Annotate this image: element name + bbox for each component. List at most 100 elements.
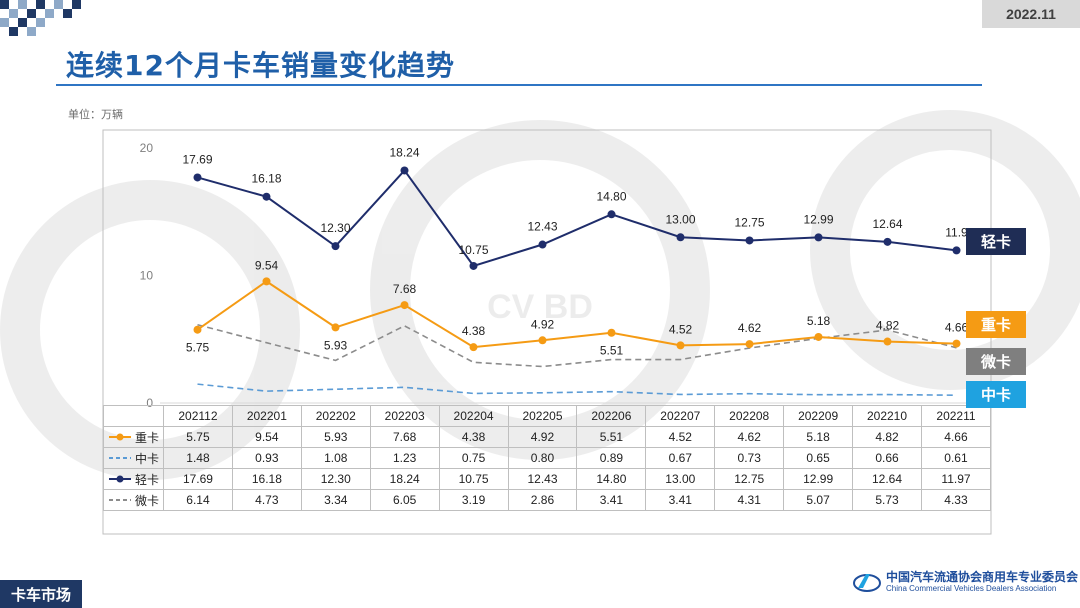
data-label-light: 12.99 [803,212,833,226]
data-label-heavy: 4.62 [738,321,762,335]
data-point-light [331,242,340,251]
data-point-light [676,233,685,242]
data-table: 202112 202201 202202 202203 202204 202205 2022… [103,405,992,511]
data-point-light [262,192,271,201]
table-cell: 0.73 [714,447,785,469]
data-label-light: 11.9 [945,225,968,239]
title-divider [56,84,982,86]
table-cell: 12.99 [783,468,854,490]
legend-line-icon [108,475,131,483]
table-cell: 2.86 [507,489,578,511]
table-cell: 5.93 [300,426,371,448]
y-tick-label: 20 [140,141,154,155]
org-name-en: China Commercial Vehicles Dealers Associ… [886,584,1057,593]
table-cell: 14.80 [576,468,647,490]
table-cell: 4.31 [714,489,785,511]
watermark-text: CV BD [487,288,593,326]
table-cell: 0.93 [231,447,302,469]
data-point-light [538,240,547,249]
data-label-heavy: 5.75 [186,341,210,355]
table-cell: 4.33 [920,489,992,511]
y-tick-label: 0 [146,396,153,410]
table-cell: 4.66 [920,426,992,448]
table-cell: 1.48 [163,447,233,469]
table-cell: 17.69 [163,468,233,490]
table-cell: 4.73 [231,489,302,511]
y-tick-label: 10 [140,269,154,283]
table-cell: 5.51 [576,426,647,448]
series-line-light [197,168,957,268]
section-label: 卡车市场 [0,580,82,608]
data-point-heavy [193,325,202,334]
data-label-light: 18.24 [389,145,419,159]
data-label-light: 17.69 [182,152,212,166]
data-label-light: 12.43 [527,220,557,234]
page-title: 连续12个月卡车销量变化趋势 [66,49,455,82]
legend-line-icon [108,499,131,501]
table-cell: 3.41 [645,489,716,511]
data-label-heavy: 5.51 [600,344,624,358]
table-cell: 18.24 [369,468,440,490]
data-point-heavy [400,301,409,310]
table-cell: 0.66 [852,447,922,469]
data-point-light [607,210,616,219]
table-row: 重卡 5.75 9.54 5.93 7.68 4.38 4.92 5.51 4.52 4.62 5.… [103,426,992,448]
table-legend-cell: 微卡 [103,489,164,511]
date-badge: 2022.11 [982,0,1080,28]
data-label-light: 12.64 [872,217,902,231]
data-point-light [883,237,892,246]
data-point-heavy [883,337,892,346]
table-cell: 16.18 [231,468,302,490]
data-point-heavy [331,323,340,332]
data-label-light: 12.30 [320,221,350,235]
series-line-micro [197,323,957,368]
table-column-header: 202206 [576,405,647,427]
data-label-heavy: 5.18 [807,314,831,328]
table-cell: 12.64 [852,468,922,490]
table-column-header: 202204 [438,405,509,427]
data-label-light: 16.18 [251,172,281,186]
data-point-heavy [262,277,271,286]
table-cell: 1.23 [369,447,440,469]
org-logo-icon [853,574,881,592]
data-point-light [745,236,754,245]
table-corner [103,405,164,427]
table-cell: 0.80 [507,447,578,469]
table-column-header: 202209 [783,405,854,427]
legend-tag-medium-truck: 中卡 [966,381,1026,408]
table-row: 微卡 6.14 4.73 3.34 6.05 3.19 2.86 3.41 3.41 4.31 5.… [103,489,992,511]
table-row: 中卡 1.48 0.93 1.08 1.23 0.75 0.80 0.89 0.67 0.73 0.… [103,447,992,469]
legend-label: 微卡 [134,493,159,508]
table-header-row: 202112 202201 202202 202203 202204 202205 2022… [103,405,992,427]
table-cell: 9.54 [231,426,302,448]
table-column-header: 202201 [231,405,302,427]
table-cell: 12.75 [714,468,785,490]
data-label-heavy: 4.52 [669,322,693,336]
table-cell: 3.34 [300,489,371,511]
table-column-header: 202202 [300,405,371,427]
data-point-heavy [745,340,754,349]
table-cell: 3.41 [576,489,647,511]
table-legend-cell: 重卡 [103,426,164,448]
table-cell: 7.68 [369,426,440,448]
data-point-heavy [469,343,478,352]
legend-tag-heavy-truck: 重卡 [966,311,1026,338]
table-cell: 3.19 [438,489,509,511]
table-cell: 12.43 [507,468,578,490]
series-line-heavy [196,280,957,349]
table-cell: 4.82 [852,426,922,448]
data-label-light: 13.00 [665,212,695,226]
data-label-heavy: 7.68 [393,282,417,296]
table-cell: 4.38 [438,426,509,448]
table-cell: 6.05 [369,489,440,511]
legend-label: 中卡 [134,451,159,466]
table-cell: 0.65 [783,447,854,469]
data-label-heavy: 9.54 [255,258,279,272]
table-column-header: 202208 [714,405,785,427]
data-point-light [400,166,409,175]
table-cell: 0.67 [645,447,716,469]
table-cell: 0.89 [576,447,647,469]
table-cell: 4.52 [645,426,716,448]
table-legend-cell: 轻卡 [103,468,164,490]
